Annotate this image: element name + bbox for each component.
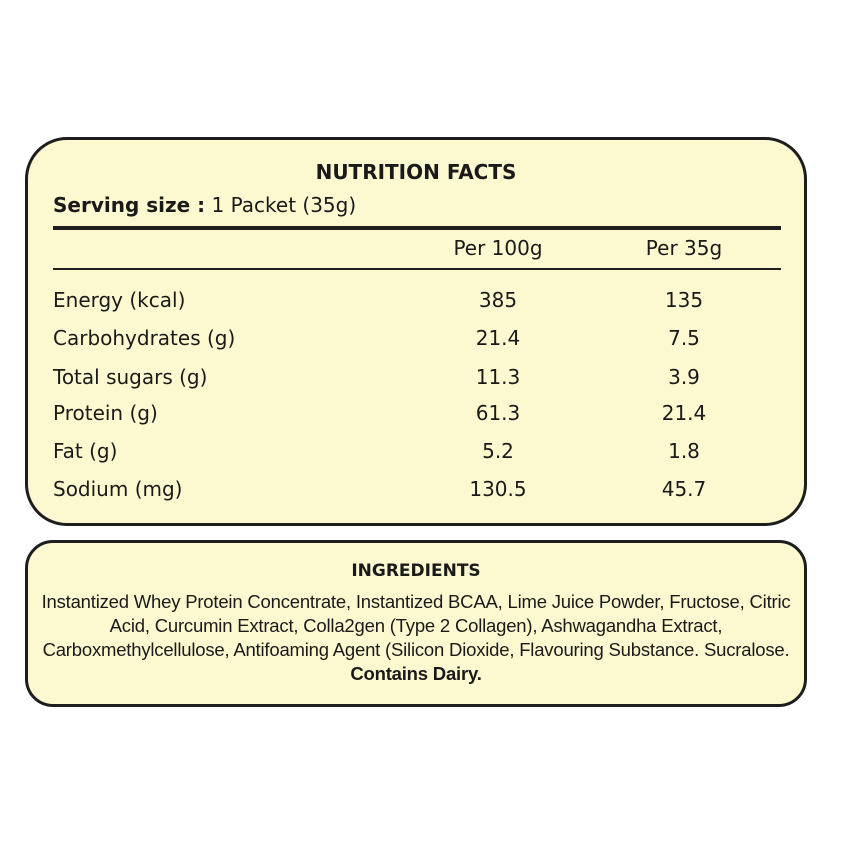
- nutrition-facts-panel: NUTRITION FACTS Serving size : 1 Packet …: [25, 137, 807, 526]
- nutrition-title: NUTRITION FACTS: [315, 160, 517, 184]
- value-per-serving: 1.8: [668, 439, 700, 463]
- table-row: Carbohydrates (g) 21.4 7.5: [53, 326, 781, 354]
- serving-label: Serving size :: [53, 193, 206, 217]
- ingredients-title: INGREDIENTS: [351, 561, 481, 581]
- nutrient-label: Sodium (mg): [53, 477, 183, 501]
- value-per-100g: 130.5: [469, 477, 527, 501]
- table-row: Total sugars (g) 11.3 3.9: [53, 365, 781, 393]
- value-per-100g: 5.2: [482, 439, 514, 463]
- value-per-100g: 21.4: [475, 326, 521, 350]
- serving-size: Serving size : 1 Packet (35g): [53, 193, 356, 217]
- ingredients-text: Instantized Whey Protein Concentrate, In…: [38, 590, 794, 686]
- nutrient-label: Protein (g): [53, 401, 158, 425]
- value-per-100g: 11.3: [475, 365, 521, 389]
- table-row: Sodium (mg) 130.5 45.7: [53, 477, 781, 505]
- value-per-serving: 7.5: [668, 326, 700, 350]
- table-row: Protein (g) 61.3 21.4: [53, 401, 781, 429]
- value-per-100g: 61.3: [475, 401, 521, 425]
- allergen-statement: Contains Dairy.: [350, 663, 482, 684]
- nutrient-label: Carbohydrates (g): [53, 326, 236, 350]
- column-header-per-serving: Per 35g: [645, 236, 723, 260]
- value-per-100g: 385: [478, 288, 518, 312]
- nutrient-label: Total sugars (g): [53, 365, 208, 389]
- divider: [53, 268, 781, 270]
- table-row: Fat (g) 5.2 1.8: [53, 439, 781, 467]
- value-per-serving: 21.4: [661, 401, 707, 425]
- value-per-serving: 3.9: [668, 365, 700, 389]
- table-row: Energy (kcal) 385 135: [53, 288, 781, 316]
- value-per-serving: 45.7: [661, 477, 707, 501]
- value-per-serving: 135: [664, 288, 704, 312]
- ingredients-panel: INGREDIENTS Instantized Whey Protein Con…: [25, 540, 807, 707]
- serving-value: 1 Packet (35g): [211, 193, 357, 217]
- nutrient-label: Fat (g): [53, 439, 118, 463]
- ingredients-list: Instantized Whey Protein Concentrate, In…: [41, 591, 791, 660]
- column-header-per-100g: Per 100g: [453, 236, 543, 260]
- column-header-row: Per 100g Per 35g: [53, 236, 781, 264]
- divider-thick: [53, 226, 781, 230]
- nutrient-label: Energy (kcal): [53, 288, 186, 312]
